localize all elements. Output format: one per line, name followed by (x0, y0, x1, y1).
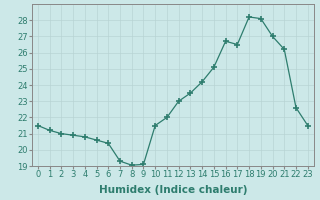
X-axis label: Humidex (Indice chaleur): Humidex (Indice chaleur) (99, 185, 247, 195)
